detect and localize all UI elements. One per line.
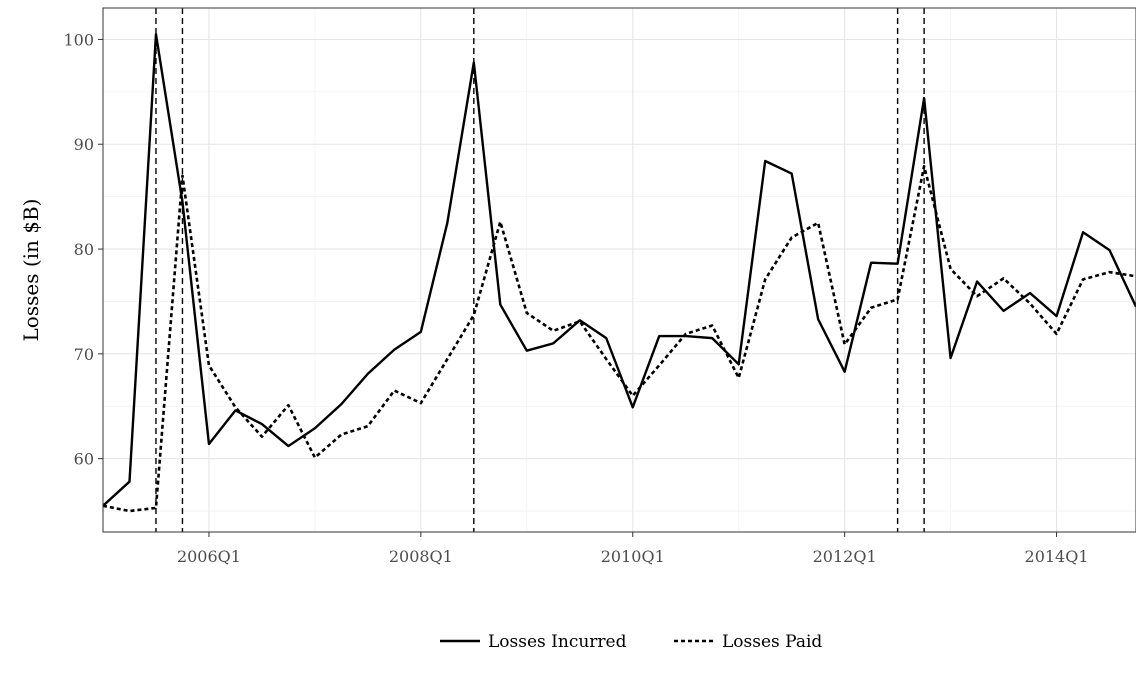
x-tick-label: 2008Q1 <box>389 547 453 566</box>
x-tick-label: 2006Q1 <box>177 547 241 566</box>
grid <box>103 8 1136 532</box>
legend: Losses Incurred Losses Paid <box>440 632 822 652</box>
legend-label: Losses Incurred <box>488 632 627 652</box>
y-tick-label: 90 <box>74 135 94 154</box>
y-tick-label: 60 <box>74 450 94 469</box>
y-axis-title: Losses (in $B) <box>19 199 43 342</box>
event-lines <box>155 8 925 532</box>
legend-label: Losses Paid <box>722 632 822 652</box>
series-line-losses-incurred <box>102 33 1136 507</box>
series <box>102 33 1136 513</box>
x-tick-label: 2012Q1 <box>813 547 877 566</box>
y-tick-label: 80 <box>74 240 94 259</box>
y-tick-label: 70 <box>74 345 94 364</box>
x-tick-label: 2014Q1 <box>1025 547 1089 566</box>
series-line-losses-paid <box>102 164 1136 513</box>
x-tick-label: 2010Q1 <box>601 547 665 566</box>
y-tick-label: 100 <box>63 30 94 49</box>
x-axis: 2006Q1 2008Q1 2010Q1 2012Q1 2014Q1 <box>177 532 1089 566</box>
panel-border <box>102 7 1136 533</box>
y-axis: 60 70 80 90 100 <box>63 30 103 469</box>
